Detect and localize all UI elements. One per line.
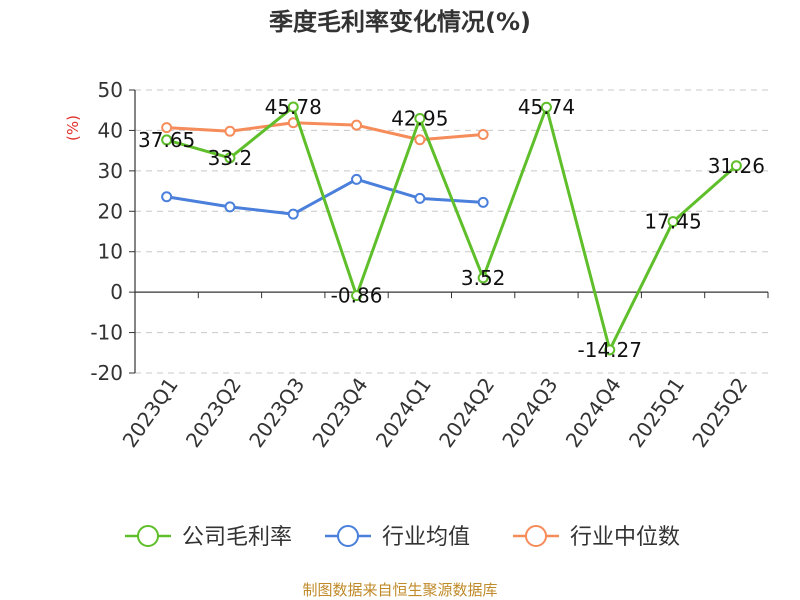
chart-title: 季度毛利率变化情况(%) xyxy=(269,8,531,36)
data-label: 45.78 xyxy=(265,95,322,119)
x-tick-label: 2023Q2 xyxy=(181,373,246,452)
x-tick-label: 2023Q3 xyxy=(244,373,309,452)
data-point xyxy=(540,101,552,113)
data-point xyxy=(414,113,426,125)
data-point xyxy=(667,216,679,228)
data-point xyxy=(477,128,489,140)
y-tick-label: 20 xyxy=(98,199,123,223)
legend-marker-icon xyxy=(337,525,359,547)
legend-label: 公司毛利率 xyxy=(182,525,292,550)
data-point xyxy=(604,344,616,356)
y-tick-label: 40 xyxy=(98,118,123,142)
legend-item-2[interactable]: 行业中位数 xyxy=(513,525,680,550)
legend-label: 行业中位数 xyxy=(570,525,680,550)
data-label: 37.65 xyxy=(138,128,195,152)
data-point xyxy=(287,101,299,113)
x-tick-label: 2024Q4 xyxy=(561,373,626,452)
series-lines xyxy=(161,101,742,356)
legend-marker-icon xyxy=(137,525,159,547)
data-point xyxy=(224,125,236,137)
x-tick-label: 2025Q1 xyxy=(624,373,689,452)
legend-item-0[interactable]: 公司毛利率 xyxy=(125,525,292,550)
data-point xyxy=(414,192,426,204)
x-tick-label: 2024Q3 xyxy=(497,373,562,452)
x-tick-label: 2023Q4 xyxy=(307,373,372,452)
legend-item-1[interactable]: 行业均值 xyxy=(325,525,470,550)
data-label: -0.86 xyxy=(331,284,383,308)
y-tick-label: 50 xyxy=(98,78,123,102)
y-tick-label: 10 xyxy=(98,240,123,264)
y-axis-label: (%) xyxy=(64,115,82,141)
x-tick-label: 2024Q1 xyxy=(371,373,436,452)
x-tick-labels: 2023Q12023Q22023Q32023Q42024Q12024Q22024… xyxy=(118,373,753,452)
series-2 xyxy=(161,117,489,146)
y-tick-labels: 50 40 30 20 10 0 -10 -20 xyxy=(90,78,123,385)
data-point xyxy=(414,134,426,146)
legend-marker-icon xyxy=(525,525,547,547)
data-point xyxy=(224,152,236,164)
y-tick-label: 0 xyxy=(110,280,123,304)
data-point xyxy=(287,208,299,220)
y-tick-label: 30 xyxy=(98,159,123,183)
data-label: 17.45 xyxy=(644,210,701,234)
data-point xyxy=(351,173,363,185)
x-tick-label: 2025Q2 xyxy=(687,373,752,452)
x-tick-label: 2023Q1 xyxy=(118,373,183,452)
y-tick-label: -20 xyxy=(90,361,123,385)
data-point xyxy=(161,122,173,134)
data-point xyxy=(477,272,489,284)
data-point xyxy=(730,160,742,172)
data-point xyxy=(161,134,173,146)
data-point xyxy=(477,196,489,208)
data-label: 31.26 xyxy=(708,154,765,178)
data-point xyxy=(351,290,363,302)
series-0 xyxy=(161,101,742,356)
data-labels: 37.65 33.2 45.78 -0.86 42.95 3.52 45.74 -14.27 1… xyxy=(138,95,765,362)
source-note: 制图数据来自恒生聚源数据库 xyxy=(302,581,497,599)
data-label: 42.95 xyxy=(391,107,448,131)
data-point xyxy=(224,201,236,213)
legend-label: 行业均值 xyxy=(382,525,470,550)
data-label: -14.27 xyxy=(578,338,642,362)
series-line xyxy=(166,105,738,352)
data-label: 45.74 xyxy=(518,95,575,119)
x-tick-label: 2024Q2 xyxy=(434,373,499,452)
legend[interactable]: 公司毛利率 行业均值 行业中位数 xyxy=(125,525,680,550)
data-point xyxy=(161,191,173,203)
data-point xyxy=(351,119,363,131)
data-label: 3.52 xyxy=(461,266,506,290)
series-line xyxy=(166,121,484,142)
axes xyxy=(129,89,769,374)
data-label: 33.2 xyxy=(208,146,253,170)
y-tick-label: -10 xyxy=(90,321,123,345)
